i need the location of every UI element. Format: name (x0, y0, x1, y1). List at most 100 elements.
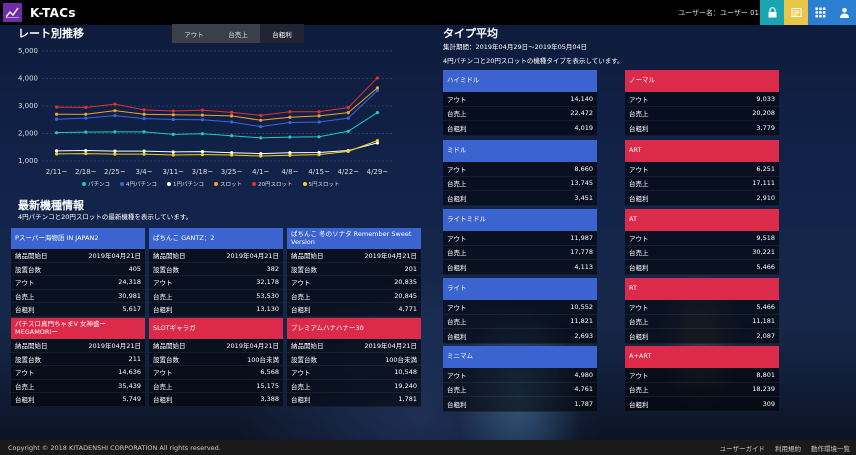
type-card[interactable]: AT アウト 9,518 台売上 30,221 台粗利 5,466 (625, 209, 779, 275)
model-card[interactable]: プレミアムハナハナー30 納品開始日 2019年04月21日 設置台数 100台未満 アウ… (287, 318, 421, 407)
row-value: 20,835 (394, 278, 417, 287)
type-card-row: アウト 11,987 (443, 231, 597, 246)
type-card-title[interactable]: ノーマル (625, 70, 779, 92)
row-label: 納品開始日 (153, 252, 186, 261)
row-value: 19,240 (394, 381, 417, 390)
row-value: 4,113 (574, 262, 593, 271)
type-card-row: 台売上 30,221 (625, 245, 779, 260)
footer-link-terms[interactable]: 利用規約 (775, 444, 801, 453)
footer-link-user-guide[interactable]: ユーザーガイド (719, 444, 765, 453)
row-value: 3,779 (756, 123, 775, 132)
model-card-title[interactable]: SLOTギャラガ (149, 318, 283, 339)
series-line-0 (56, 112, 378, 139)
type-card[interactable]: ミニマム アウト 4,980 台売上 4,761 台粗利 1,787 (443, 346, 597, 412)
model-card-row: 設置台数 382 (149, 262, 283, 276)
legend-item[interactable]: 20円スロット (252, 180, 293, 188)
model-card-title[interactable]: プレミアムハナハナー30 (287, 318, 421, 339)
type-card-row: アウト 14,140 (443, 92, 597, 107)
type-card[interactable]: ハイミドル アウト 14,140 台売上 22,472 台粗利 4,019 (443, 70, 597, 136)
type-card-row: 台粗利 1,787 (443, 397, 597, 412)
type-card-title[interactable]: ハイミドル (443, 70, 597, 92)
logo-icon[interactable] (3, 3, 22, 22)
legend-item[interactable]: 4円パチンコ (120, 180, 157, 188)
data-point (113, 152, 117, 156)
row-value: 2019年04月21日 (88, 252, 141, 261)
row-label: 納品開始日 (15, 252, 48, 261)
row-label: 台粗利 (153, 306, 173, 315)
legend-marker (252, 182, 257, 186)
type-card-title[interactable]: AT (625, 209, 779, 231)
series-line-3 (56, 87, 378, 121)
type-card-title[interactable]: ライトミドル (443, 209, 597, 231)
series-line-2 (56, 142, 378, 155)
type-card-row: 台売上 18,239 (625, 382, 779, 397)
model-card-row: 台売上 30,981 (11, 289, 145, 303)
model-card[interactable]: ぱちんこ 冬のソナタ Remember Sweet Version 納品開始日 20… (287, 228, 421, 317)
row-value: 8,660 (574, 164, 593, 173)
type-card[interactable]: A+ART アウト 8,801 台売上 18,239 台粗利 309 (625, 346, 779, 412)
model-card-title[interactable]: ぱちんこ GANTZ：2 (149, 228, 283, 249)
tab-out[interactable]: アウト (172, 24, 216, 43)
model-card-row: 納品開始日 2019年04月21日 (11, 249, 145, 263)
model-card[interactable]: Pスーパー海物語 IN JAPAN2 納品開始日 2019年04月21日 設置台数 40… (11, 228, 145, 317)
type-card[interactable]: ライトミドル アウト 11,987 台売上 17,778 台粗利 4,113 (443, 209, 597, 275)
legend-item[interactable]: パチンコ (82, 180, 110, 188)
legend-marker (167, 182, 172, 186)
legend-item[interactable]: スロット (214, 180, 242, 188)
type-card-title[interactable]: ミニマム (443, 346, 597, 368)
row-value: 20,845 (394, 291, 417, 300)
model-card-title[interactable]: Pスーパー海物語 IN JAPAN2 (11, 228, 145, 249)
row-value: 211 (128, 354, 141, 363)
type-card-title[interactable]: ライト (443, 278, 597, 300)
row-value: 11,181 (752, 317, 775, 326)
type-card-title[interactable]: A+ART (625, 346, 779, 368)
chart-section-title: レート別推移 (18, 27, 84, 40)
line-chart: 1,000 2,000 3,000 4,000 5,000 2/11~ 2/18~ 2/25~… (18, 47, 392, 176)
row-value: 4,019 (574, 123, 593, 132)
type-card-title[interactable]: ART (625, 140, 779, 162)
legend-item[interactable]: 1円パチンコ (167, 180, 204, 188)
type-card[interactable]: RT アウト 5,466 台売上 11,181 台粗利 2,087 (625, 278, 779, 344)
type-card-title[interactable]: RT (625, 278, 779, 300)
tab-profit[interactable]: 台粗利 (260, 24, 304, 43)
model-card[interactable]: SLOTギャラガ 納品開始日 2019年04月21日 設置台数 100台未満 アウト 6,5… (149, 318, 283, 407)
type-card[interactable]: ART アウト 6,251 台売上 17,111 台粗利 2,910 (625, 140, 779, 206)
row-value: 22,472 (570, 109, 593, 118)
row-value: 18,239 (752, 385, 775, 394)
footer-link-environment[interactable]: 動作環境一覧 (811, 444, 850, 453)
data-point (54, 117, 59, 121)
row-label: 設置台数 (291, 355, 317, 364)
data-point (171, 132, 175, 136)
grid-icon[interactable] (808, 0, 832, 25)
row-label: 台売上 (153, 382, 173, 391)
data-point (229, 153, 234, 157)
lock-icon[interactable] (760, 0, 784, 25)
data-point (171, 153, 175, 157)
type-card[interactable]: ノーマル アウト 9,033 台売上 20,208 台粗利 3,779 (625, 70, 779, 136)
row-label: 台粗利 (447, 124, 467, 133)
type-card-title[interactable]: ミドル (443, 140, 597, 162)
row-value: 17,778 (570, 248, 593, 257)
type-card-row: 台粗利 2,910 (625, 191, 779, 206)
user-icon[interactable] (832, 0, 856, 25)
row-value: 2019年04月21日 (364, 252, 417, 261)
tab-sales[interactable]: 台売上 (216, 24, 260, 43)
model-card-title[interactable]: ぱちんこ 冬のソナタ Remember Sweet Version (287, 228, 421, 249)
data-point (200, 150, 205, 154)
row-label: 台売上 (629, 249, 649, 258)
row-label: 設置台数 (15, 265, 41, 274)
row-label: 台売上 (447, 180, 467, 189)
note-icon[interactable] (784, 0, 808, 25)
type-card[interactable]: ミドル アウト 8,660 台売上 13,745 台粗利 3,451 (443, 140, 597, 206)
data-point (346, 116, 350, 120)
row-value: 3,451 (574, 193, 593, 202)
model-card[interactable]: パチスロ真門ちゃまV 女神盛ーMEGAMORIー 納品開始日 2019年04月21日… (11, 318, 145, 407)
type-card-row: 台売上 4,761 (443, 382, 597, 397)
model-card[interactable]: ぱちんこ GANTZ：2 納品開始日 2019年04月21日 設置台数 382 アウト 32… (149, 228, 283, 317)
type-card[interactable]: ライト アウト 10,552 台売上 11,821 台粗利 2,693 (443, 278, 597, 344)
row-label: 納品開始日 (153, 342, 186, 351)
data-point (346, 149, 350, 153)
model-card-title[interactable]: パチスロ真門ちゃまV 女神盛ーMEGAMORIー (11, 318, 145, 339)
legend-item[interactable]: 5円スロット (302, 180, 340, 188)
model-card-row: 台売上 53,530 (149, 289, 283, 303)
